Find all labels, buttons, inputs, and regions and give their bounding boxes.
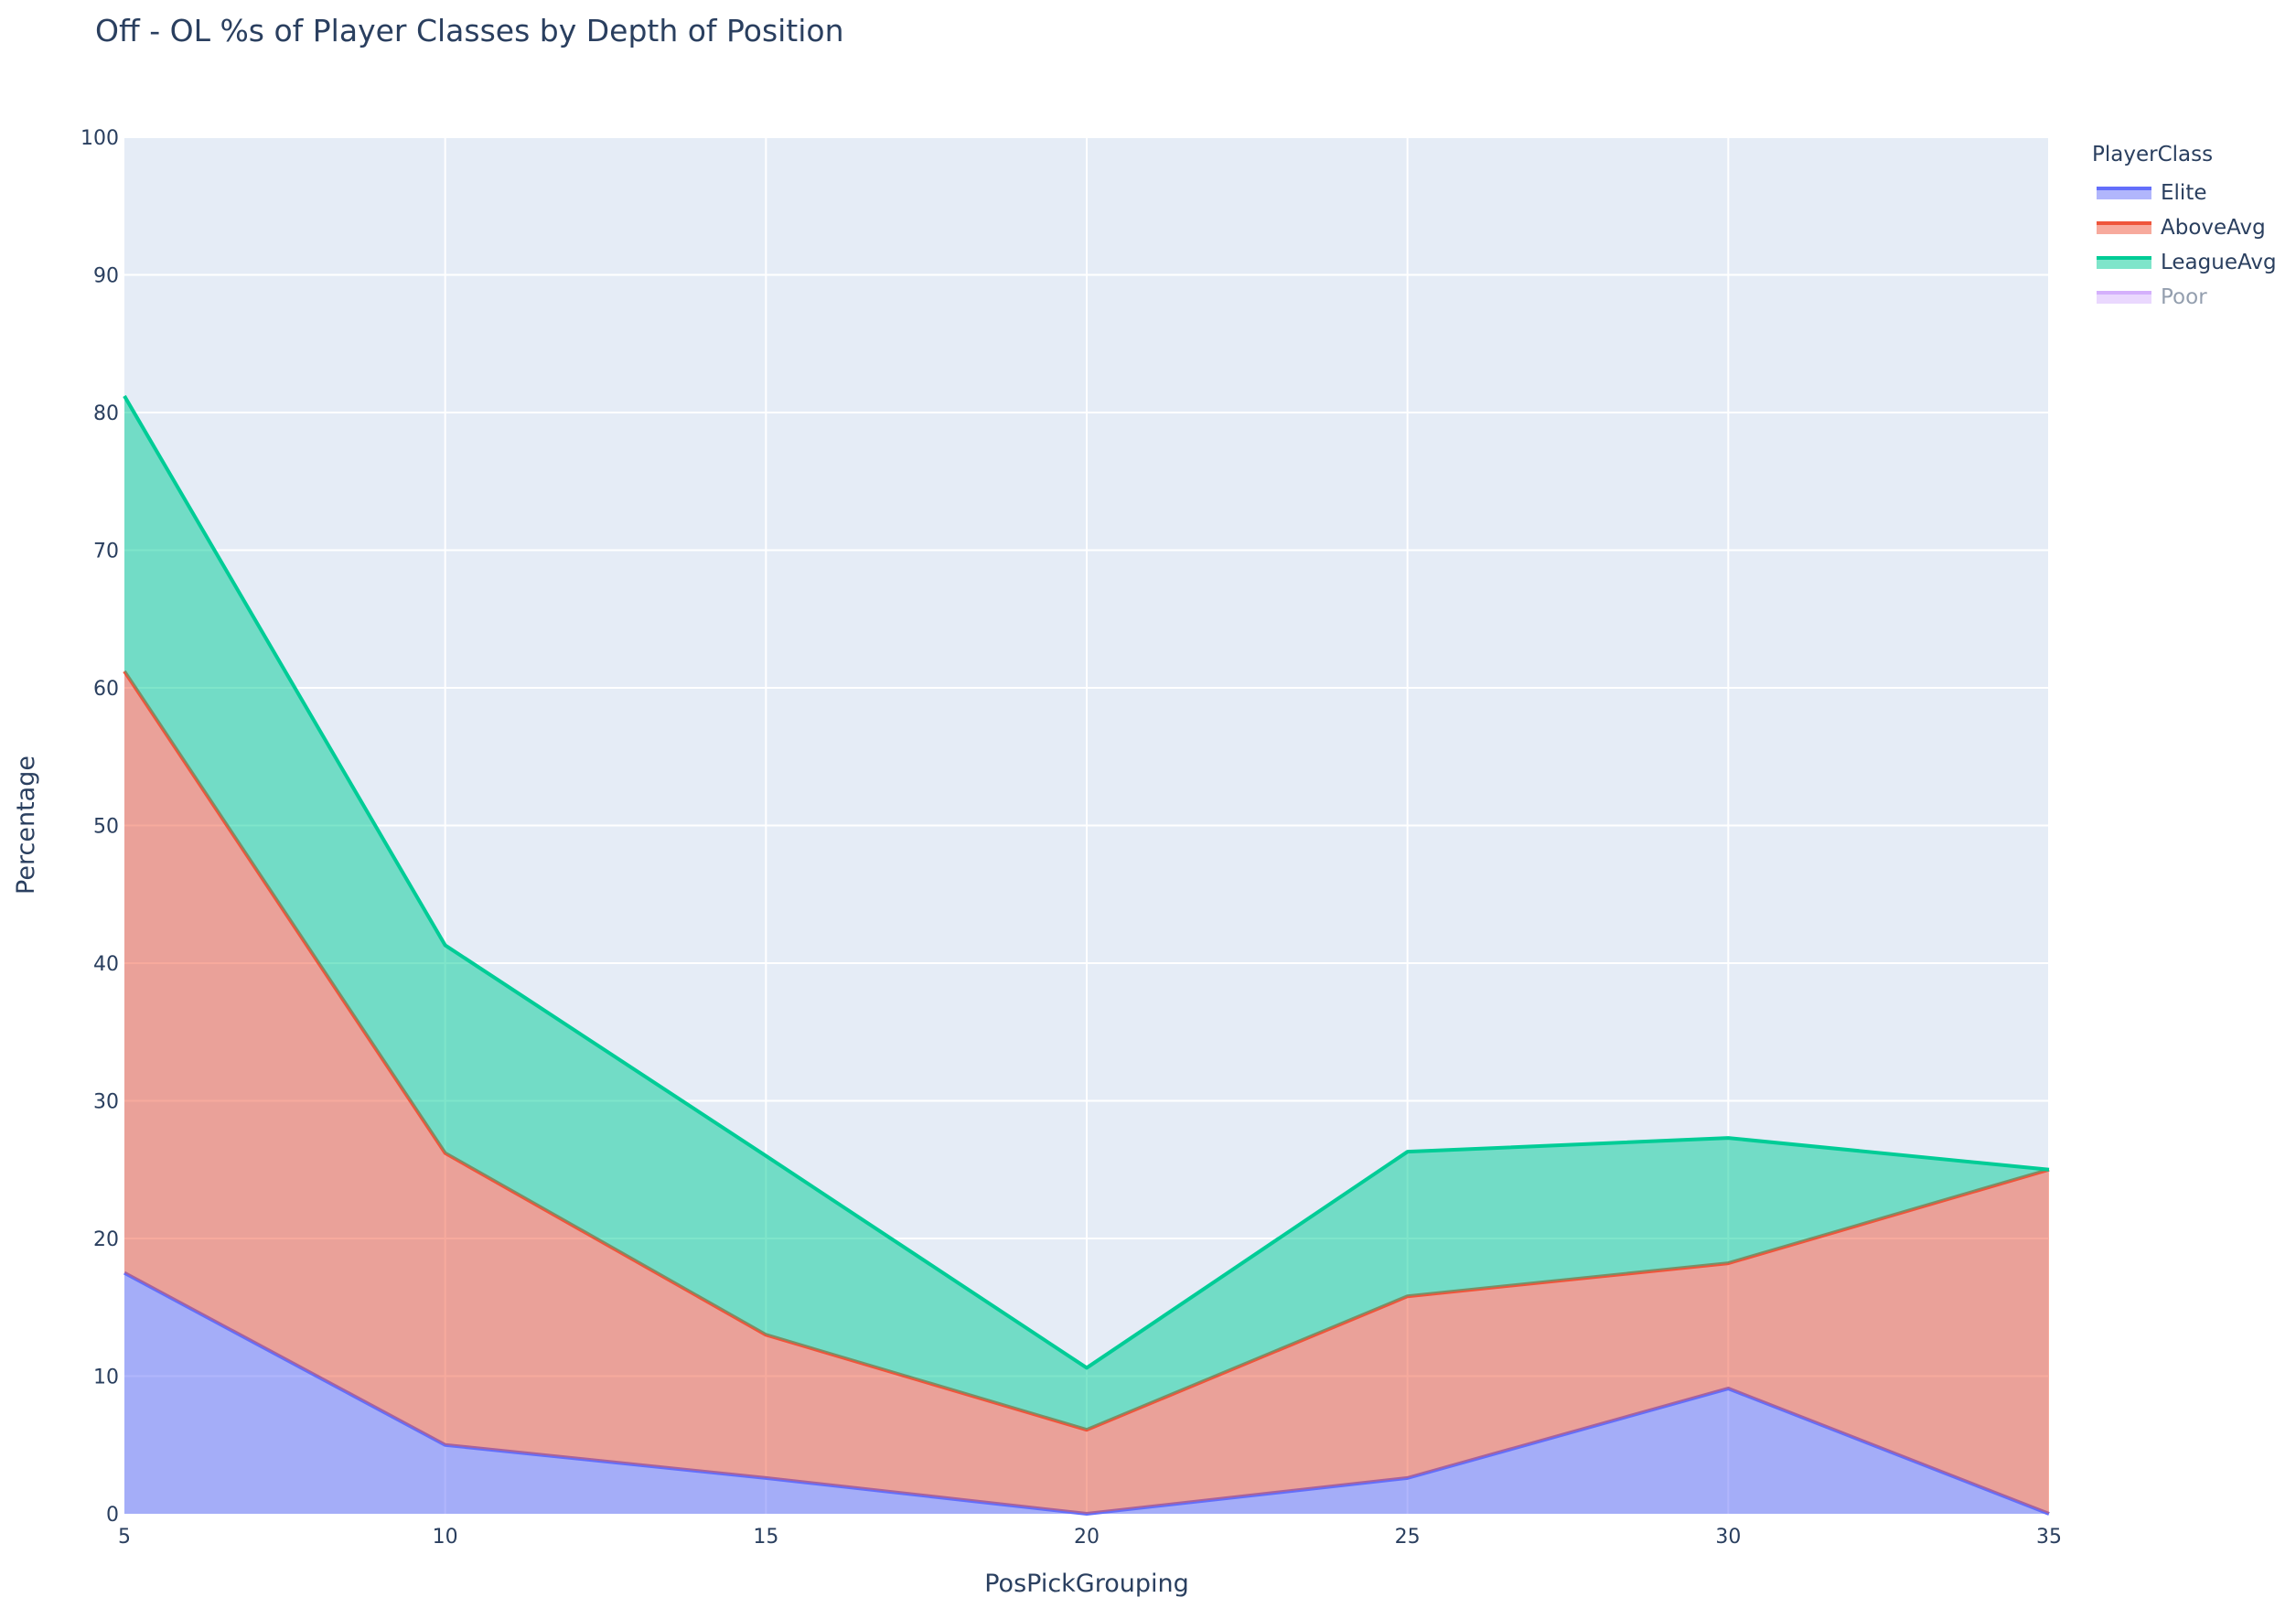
x-tick-label: 10 (433, 1526, 458, 1549)
legend-title: PlayerClass (2092, 143, 2214, 166)
y-tick-label: 90 (93, 265, 119, 288)
y-tick-label: 40 (93, 953, 119, 976)
line-leagueavg (123, 394, 2050, 1370)
legend-item-aboveavg[interactable]: AboveAvg (2092, 210, 2277, 245)
legend-label: Elite (2161, 181, 2207, 205)
y-tick-label: 20 (93, 1228, 119, 1251)
legend-label: LeagueAvg (2161, 251, 2277, 274)
chart-title: Off - OL %s of Player Classes by Depth o… (95, 13, 844, 48)
legend-label: Poor (2161, 285, 2207, 309)
elite-swatch-icon (2097, 187, 2151, 199)
x-axis-title: PosPickGrouping (984, 1570, 1189, 1598)
legend-item-leagueavg[interactable]: LeagueAvg (2092, 245, 2277, 280)
x-tick-label: 25 (1395, 1526, 1421, 1549)
legend: PlayerClass Elite AboveAvg LeagueAvg Poo… (2092, 143, 2277, 315)
y-tick-label: 100 (80, 127, 119, 150)
x-tick-label: 35 (2036, 1526, 2062, 1549)
x-tick-label: 5 (118, 1526, 131, 1549)
y-tick-label: 30 (93, 1091, 119, 1114)
legend-item-poor[interactable]: Poor (2092, 280, 2277, 315)
x-axis-ticks: 5 10 15 20 25 30 35 (118, 1526, 2062, 1549)
legend-label: AboveAvg (2161, 216, 2266, 240)
x-tick-label: 20 (1074, 1526, 1100, 1549)
y-axis-title: Percentage (12, 756, 40, 895)
y-tick-label: 60 (93, 678, 119, 701)
x-tick-label: 30 (1715, 1526, 1741, 1549)
area-elite (124, 1272, 2049, 1514)
y-tick-label: 0 (106, 1504, 119, 1527)
stacked-areas (123, 394, 2050, 1516)
aboveavg-swatch-icon (2097, 221, 2151, 234)
y-tick-label: 50 (93, 816, 119, 839)
y-tick-label: 80 (93, 402, 119, 425)
legend-item-elite[interactable]: Elite (2092, 176, 2277, 210)
y-tick-label: 70 (93, 541, 119, 563)
area-aboveavg (124, 670, 2049, 1514)
leagueavg-swatch-icon (2097, 256, 2151, 269)
x-tick-label: 15 (753, 1526, 778, 1549)
poor-swatch-icon (2097, 291, 2151, 304)
area-leagueavg (124, 395, 2049, 1431)
y-tick-label: 10 (93, 1367, 119, 1389)
y-axis-ticks: 0 10 20 30 40 50 60 70 80 90 100 (80, 127, 119, 1527)
